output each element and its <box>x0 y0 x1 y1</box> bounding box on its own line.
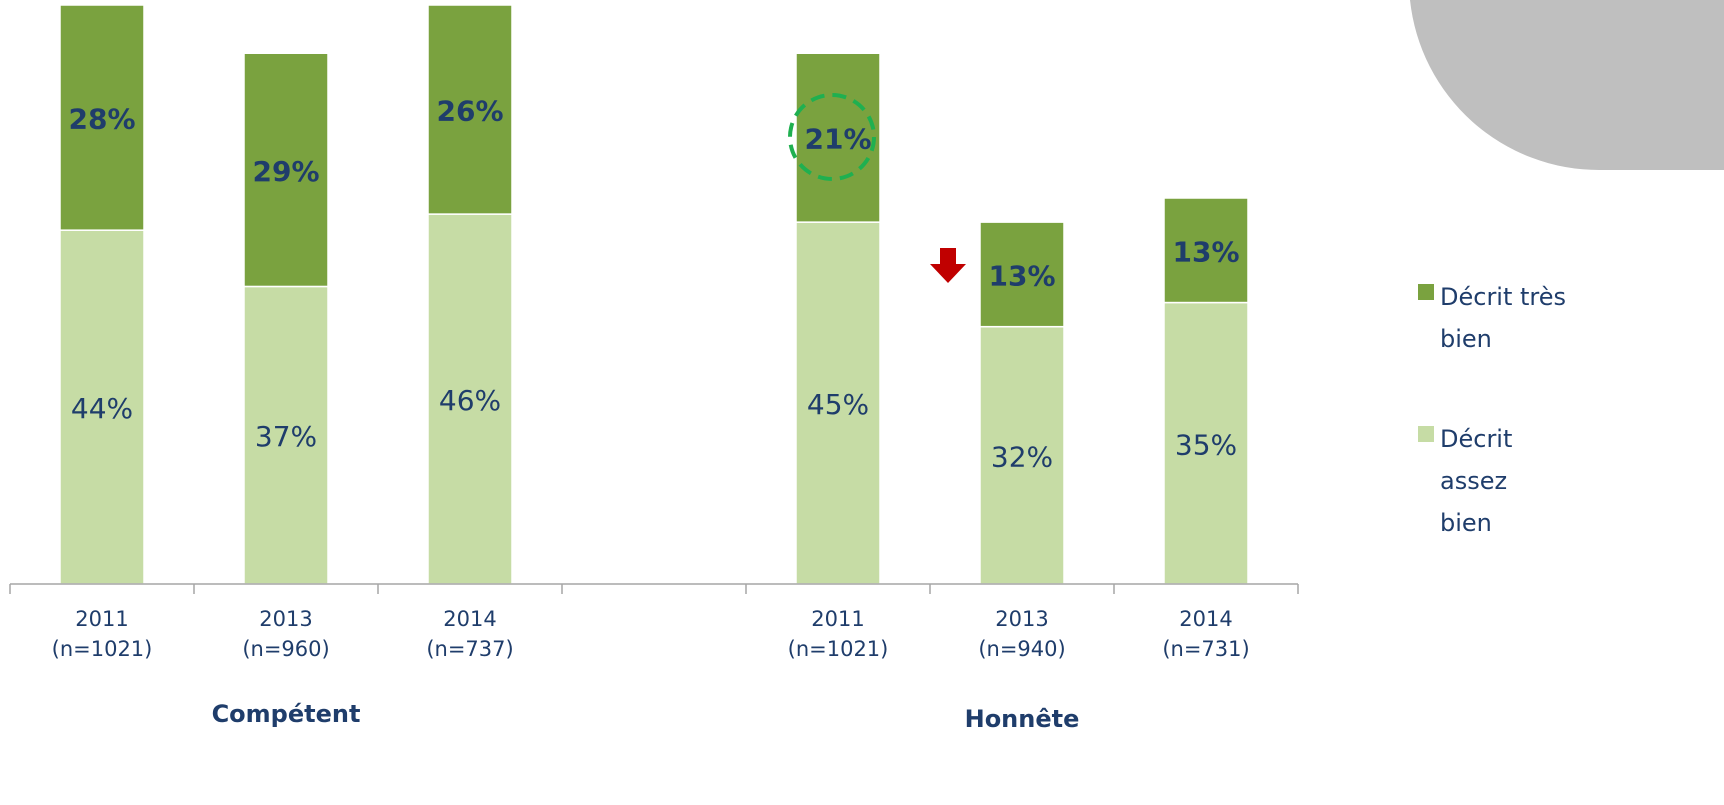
data-label: 35% <box>1175 428 1237 461</box>
bar-segment <box>795 52 881 223</box>
data-label: 45% <box>807 388 869 421</box>
legend-swatch <box>1418 284 1434 300</box>
bar-segment <box>427 213 513 585</box>
group-label: Honnête <box>964 705 1080 733</box>
data-label: 26% <box>436 95 503 128</box>
data-label: 32% <box>991 440 1053 473</box>
data-label: 46% <box>439 384 501 417</box>
decor-circle <box>1410 0 1724 171</box>
bar-segment <box>1163 301 1249 585</box>
down-arrow <box>930 248 966 283</box>
data-label: 13% <box>988 259 1055 292</box>
x-tick-label: 2014 (n=731) <box>1162 607 1250 661</box>
x-tick-label: 2011 (n=1021) <box>787 607 889 661</box>
bar-segment <box>427 4 513 215</box>
legend-label: Décrit assez bien <box>1440 425 1513 537</box>
data-label: 29% <box>252 155 319 188</box>
data-label: 44% <box>71 392 133 425</box>
data-label: 37% <box>255 420 317 453</box>
legend-label: Décrit très bien <box>1440 283 1567 353</box>
data-label: 13% <box>1172 235 1239 268</box>
group-label: Compétent <box>211 700 361 728</box>
bar-segment <box>1163 197 1249 304</box>
bar-segment <box>59 229 145 585</box>
bar-segment <box>979 221 1065 328</box>
bar-segment <box>243 52 329 288</box>
x-tick-label: 2013 (n=940) <box>978 607 1066 661</box>
bar-segment <box>59 4 145 231</box>
x-tick-label: 2011 (n=1021) <box>51 607 153 661</box>
legend-swatch <box>1418 426 1434 442</box>
x-tick-label: 2013 (n=960) <box>242 607 330 661</box>
data-label: 28% <box>68 103 135 136</box>
data-label: 21% <box>804 123 871 156</box>
highlight-circle <box>788 93 876 181</box>
x-tick-label: 2014 (n=737) <box>426 607 514 661</box>
